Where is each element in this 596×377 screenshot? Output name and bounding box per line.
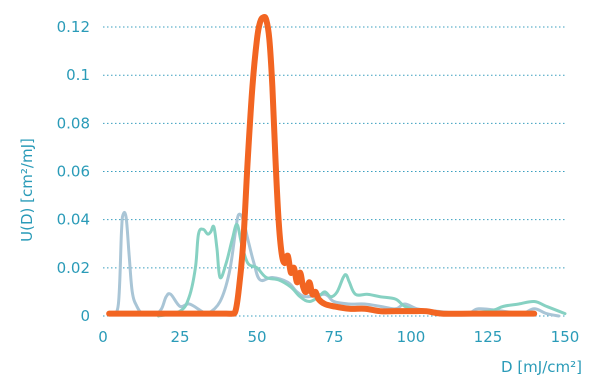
x-tick-label: 100 [397,328,426,346]
y-tick-label: 0.06 [57,163,90,181]
x-tick-label: 125 [474,328,503,346]
y-axis-label: U(D) [cm²/mJ] [18,138,36,242]
x-tick-label: 50 [247,328,266,346]
y-tick-label: 0.08 [57,114,90,132]
x-tick-label: 0 [98,328,108,346]
series-line-1 [110,210,561,318]
y-axis-ticks: 0 0.02 0.04 0.06 0.08 0.1 0.12 [57,18,90,325]
x-tick-label: 75 [324,328,343,346]
series-line-3 [106,13,538,317]
y-tick-label: 0.12 [57,18,90,36]
series-group [106,13,567,318]
x-tick-label: 25 [170,328,189,346]
y-tick-label: 0.02 [57,259,90,277]
grid [103,26,565,317]
x-axis-label: D [mJ/cm²] [501,358,582,376]
y-tick-label: 0 [80,307,90,325]
y-tick-label: 0.04 [57,211,90,229]
x-tick-label: 150 [551,328,580,346]
y-tick-label: 0.1 [66,66,90,84]
x-axis-ticks: 0 25 50 75 100 125 150 [98,328,579,346]
